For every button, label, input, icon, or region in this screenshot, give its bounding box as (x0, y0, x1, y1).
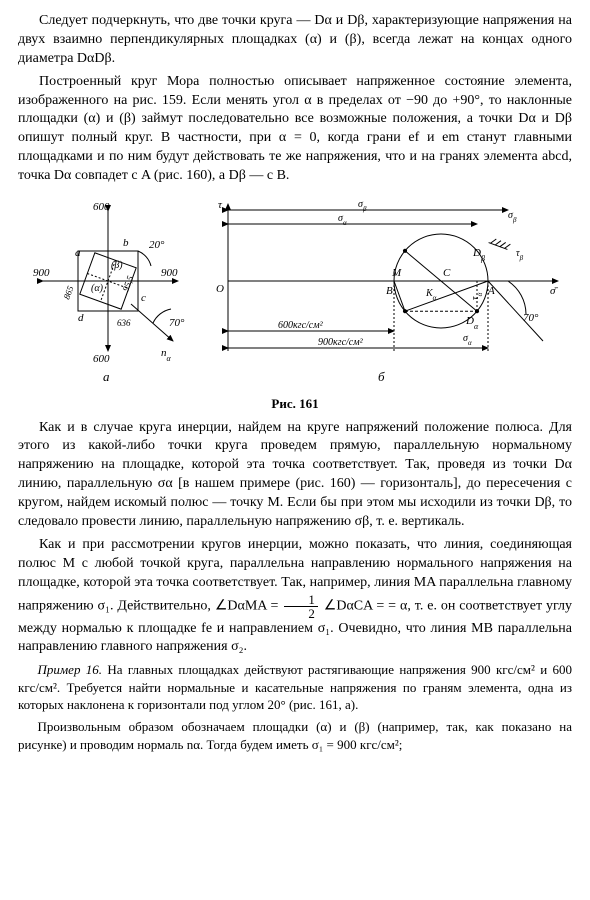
svg-text:σβ: σβ (508, 210, 517, 224)
svg-text:M: M (391, 267, 402, 279)
svg-text:B: B (386, 285, 393, 297)
subfig-label-a: а (103, 369, 110, 384)
paragraph-4: Как и при рассмотрении кругов инерции, м… (18, 536, 572, 657)
svg-text:σβ: σβ (358, 199, 367, 213)
svg-text:O: O (216, 283, 224, 295)
svg-text:a: a (75, 247, 81, 259)
svg-text:70°: 70° (523, 312, 539, 324)
axis-label-900-left: 900 (33, 267, 50, 279)
svg-text:d: d (78, 312, 84, 324)
example-16-p1: Пример 16. На главных площадках действую… (18, 661, 572, 714)
svg-text:(α): (α) (91, 283, 104, 294)
svg-text:b: b (123, 237, 129, 249)
example-body-1: На главных площадках действуют растягива… (18, 662, 572, 712)
svg-text:600кгс/см²: 600кгс/см² (278, 320, 324, 331)
svg-text:636: 636 (117, 318, 131, 328)
svg-text:τβ: τβ (516, 248, 524, 262)
svg-text:Dβ: Dβ (472, 247, 485, 263)
axis-label-600-top: 600 (93, 201, 110, 213)
svg-text:τα: τα (470, 292, 484, 300)
paragraph-2: Построенный круг Мора полностью описывае… (18, 73, 572, 186)
paragraph-1: Следует подчеркнуть, что две точки круга… (18, 12, 572, 69)
svg-text:c: c (141, 292, 146, 304)
figure-caption: Рис. 161 (18, 395, 572, 413)
fraction-half: 1 2 (284, 593, 318, 620)
example-lead: Пример 16. (38, 662, 103, 677)
svg-text:Kα: Kα (425, 288, 437, 302)
svg-text:σα: σα (338, 213, 347, 227)
example-16-p2: Произвольным образом обозначаем площадки… (18, 718, 572, 753)
paragraph-3: Как и в случае круга инерции, найдем на … (18, 419, 572, 532)
axis-label-900-right: 900 (161, 267, 178, 279)
svg-text:τ: τ (218, 199, 223, 211)
svg-text:865: 865 (61, 284, 75, 301)
svg-text:C: C (443, 267, 451, 279)
svg-text:(β): (β) (111, 260, 123, 271)
svg-text:σ̄: σ̄ (550, 285, 558, 297)
angle-20: 20° (149, 239, 165, 251)
subfig-label-b: б (378, 369, 385, 384)
figure-161: 600 600 900 900 a b c d (α) (β) 20° (18, 196, 572, 413)
axis-label-600-bot: 600 (93, 353, 110, 365)
svg-text:Dα: Dα (465, 315, 479, 331)
svg-text:nα: nα (161, 347, 172, 363)
svg-text:900кгс/см²: 900кгс/см² (318, 337, 364, 348)
angle-70-a: 70° (169, 317, 185, 329)
figure-161-svg: 600 600 900 900 a b c d (α) (β) 20° (23, 196, 568, 391)
svg-text:σα: σα (463, 333, 472, 347)
